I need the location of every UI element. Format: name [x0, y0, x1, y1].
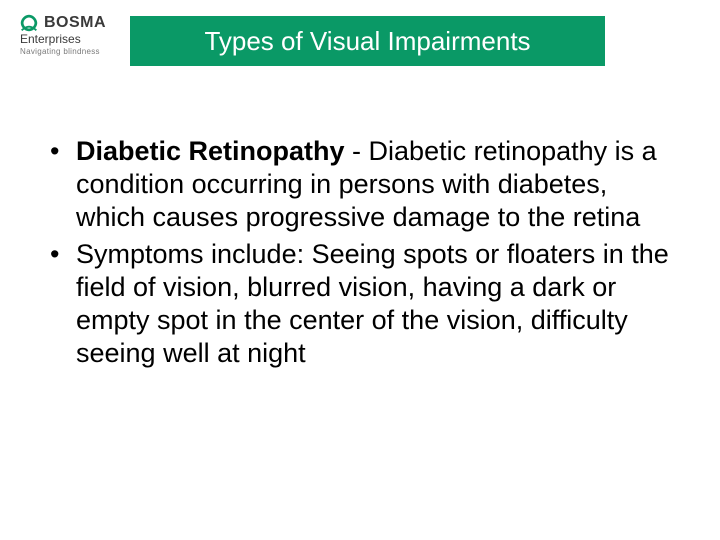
logo-tagline: Navigating blindness — [20, 47, 126, 56]
slide-content: Diabetic Retinopathy - Diabetic retinopa… — [42, 135, 672, 374]
logo-mark-icon — [18, 12, 40, 34]
bullet-text: Symptoms include: Seeing spots or floate… — [76, 239, 669, 368]
slide-title: Types of Visual Impairments — [204, 26, 530, 57]
bullet-item: Diabetic Retinopathy - Diabetic retinopa… — [42, 135, 672, 234]
title-bar: Types of Visual Impairments — [130, 16, 605, 66]
logo-row: BOSMA — [18, 12, 126, 34]
logo: BOSMA Enterprises Navigating blindness — [18, 12, 126, 56]
bullet-bold-lead: Diabetic Retinopathy — [76, 136, 345, 166]
logo-brand-name: BOSMA — [44, 14, 106, 32]
logo-brand-sub: Enterprises — [20, 32, 126, 46]
bullet-list: Diabetic Retinopathy - Diabetic retinopa… — [42, 135, 672, 370]
bullet-item: Symptoms include: Seeing spots or floate… — [42, 238, 672, 370]
